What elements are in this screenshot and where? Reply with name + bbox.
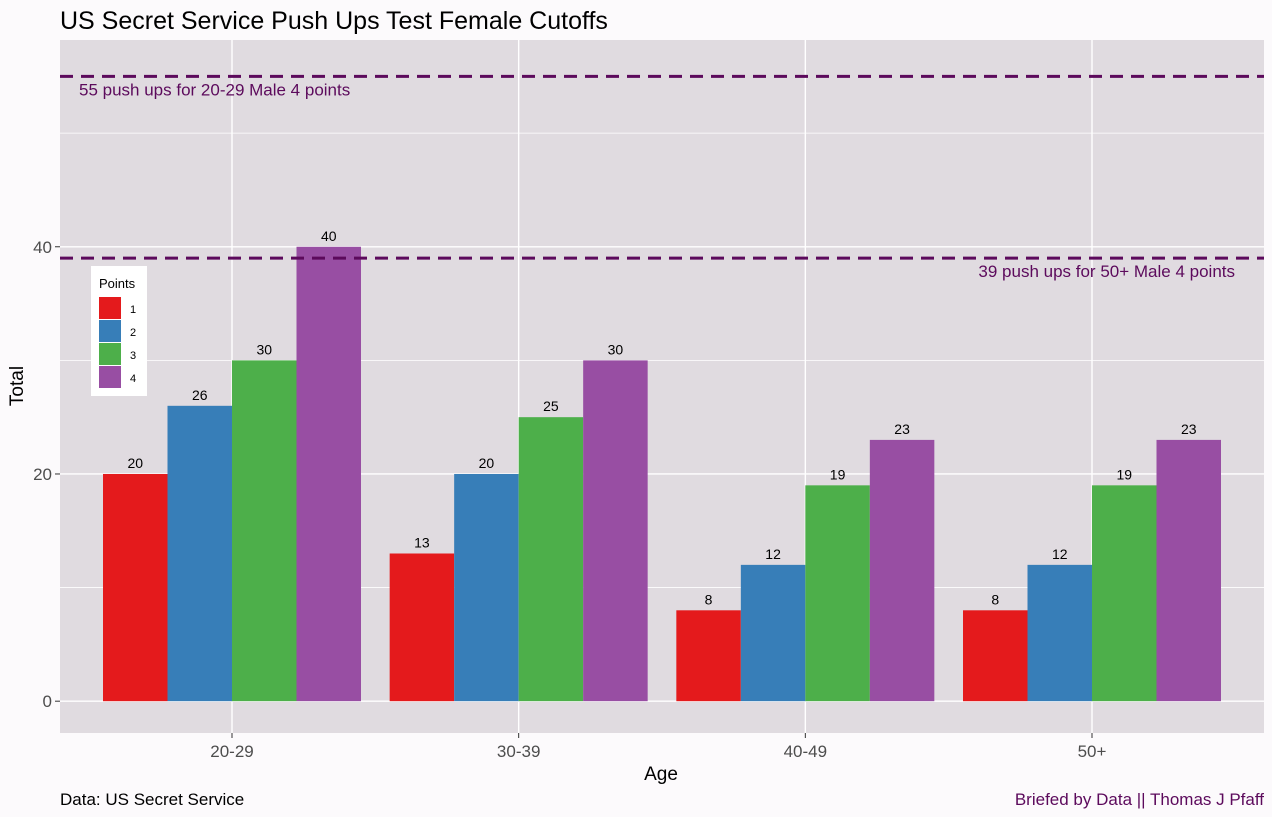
y-axis-title: Total [7,366,28,406]
legend: Points 1 2 3 4 [91,266,147,396]
legend-swatch [99,366,121,388]
legend-label: 3 [130,350,136,362]
bar [454,473,519,702]
caption-left: Data: US Secret Service [60,790,244,809]
legend-swatch [99,343,121,365]
bar-value-label: 20 [127,455,143,471]
caption-right: Briefed by Data || Thomas J Pfaff [1015,790,1264,809]
bar-value-label: 12 [1052,546,1068,562]
bar-value-label: 19 [830,466,846,482]
y-tick-label: 20 [33,465,52,484]
y-tick-label: 0 [43,692,52,711]
bar-value-label: 8 [991,591,999,607]
bar-value-label: 30 [256,341,272,357]
bar-value-label: 12 [765,546,781,562]
bar-value-label: 19 [1116,466,1132,482]
bar [1092,485,1157,702]
reference-line-label: 55 push ups for 20-29 Male 4 points [79,80,350,99]
y-axis-ticks: 0 20 40 [33,238,60,711]
bar-value-label: 25 [543,398,559,414]
legend-swatch [99,320,121,342]
chart-title: US Secret Service Push Ups Test Female C… [60,7,608,35]
bar [963,610,1028,702]
bar [1156,439,1221,702]
bar [232,360,297,702]
bar [103,473,168,702]
legend-label: 4 [130,373,136,385]
bar-value-label: 23 [894,421,910,437]
bar [296,246,361,702]
bar-value-label: 23 [1181,421,1197,437]
bar [869,439,935,702]
legend-label: 1 [130,304,136,316]
legend-label: 2 [130,327,136,339]
legend-title: Points [99,276,136,291]
x-tick-label: 20-29 [210,742,253,761]
bar [676,610,741,702]
bar [1027,564,1092,702]
bar [167,405,232,702]
bar [583,360,648,702]
x-tick-label: 40-49 [784,742,827,761]
x-tick-label: 30-39 [497,742,540,761]
y-tick-label: 40 [33,238,52,257]
bar-value-label: 40 [321,228,337,244]
x-tick-label: 50+ [1078,742,1107,761]
bar [518,417,584,702]
bar-value-label: 30 [608,341,624,357]
x-axis-title: Age [644,764,678,785]
bar-value-label: 13 [414,535,430,551]
reference-lines: 55 push ups for 20-29 Male 4 points 39 pu… [60,74,1264,281]
x-axis-ticks: 20-29 30-39 40-49 50+ [210,733,1106,761]
bar [740,564,806,702]
legend-swatch [99,297,121,319]
bar [389,553,455,702]
reference-line-label: 39 push ups for 50+ Male 4 points [978,262,1235,281]
bars [103,246,1221,702]
bar-value-label: 20 [479,455,495,471]
bar [805,485,870,702]
bar-value-label: 26 [192,387,208,403]
bar-value-label: 8 [705,591,713,607]
